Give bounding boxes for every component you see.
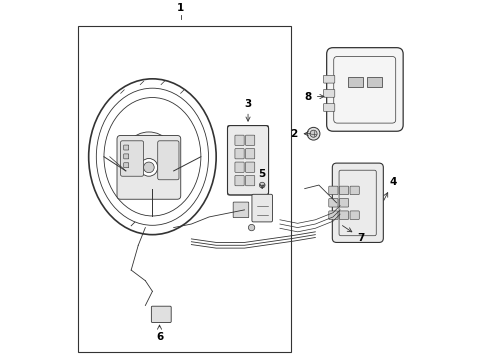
FancyBboxPatch shape — [234, 149, 244, 159]
FancyBboxPatch shape — [347, 77, 363, 87]
FancyBboxPatch shape — [158, 141, 179, 180]
FancyBboxPatch shape — [234, 176, 244, 186]
FancyBboxPatch shape — [123, 154, 128, 159]
Text: 6: 6 — [156, 325, 163, 342]
Circle shape — [259, 182, 264, 188]
FancyBboxPatch shape — [332, 163, 383, 242]
FancyBboxPatch shape — [245, 149, 254, 159]
FancyBboxPatch shape — [121, 141, 143, 176]
Text: 1: 1 — [177, 3, 184, 13]
FancyBboxPatch shape — [123, 163, 128, 168]
Text: 8: 8 — [304, 91, 324, 102]
FancyBboxPatch shape — [245, 162, 254, 172]
Ellipse shape — [121, 132, 177, 196]
FancyBboxPatch shape — [328, 198, 337, 207]
FancyBboxPatch shape — [123, 145, 128, 150]
Circle shape — [309, 130, 316, 137]
Text: 5: 5 — [258, 170, 265, 188]
FancyBboxPatch shape — [245, 176, 254, 186]
FancyBboxPatch shape — [151, 306, 171, 323]
FancyBboxPatch shape — [323, 75, 334, 83]
FancyBboxPatch shape — [233, 202, 248, 218]
FancyBboxPatch shape — [117, 135, 181, 199]
Text: 3: 3 — [244, 99, 251, 121]
Circle shape — [248, 224, 254, 231]
FancyBboxPatch shape — [234, 162, 244, 172]
FancyBboxPatch shape — [366, 77, 381, 87]
FancyBboxPatch shape — [323, 104, 334, 111]
Circle shape — [306, 127, 319, 140]
Text: 2: 2 — [290, 129, 310, 139]
FancyBboxPatch shape — [328, 186, 337, 195]
FancyBboxPatch shape — [245, 135, 254, 145]
Text: 7: 7 — [342, 226, 365, 243]
FancyBboxPatch shape — [227, 126, 268, 195]
FancyBboxPatch shape — [339, 211, 348, 220]
FancyBboxPatch shape — [234, 135, 244, 145]
FancyBboxPatch shape — [349, 211, 359, 220]
FancyBboxPatch shape — [328, 211, 337, 220]
FancyBboxPatch shape — [323, 89, 334, 97]
Circle shape — [143, 162, 154, 173]
FancyBboxPatch shape — [339, 186, 348, 195]
Text: 4: 4 — [383, 176, 396, 200]
FancyBboxPatch shape — [251, 194, 272, 222]
Circle shape — [140, 158, 158, 176]
FancyBboxPatch shape — [326, 48, 402, 131]
FancyBboxPatch shape — [339, 198, 348, 207]
FancyBboxPatch shape — [349, 186, 359, 195]
